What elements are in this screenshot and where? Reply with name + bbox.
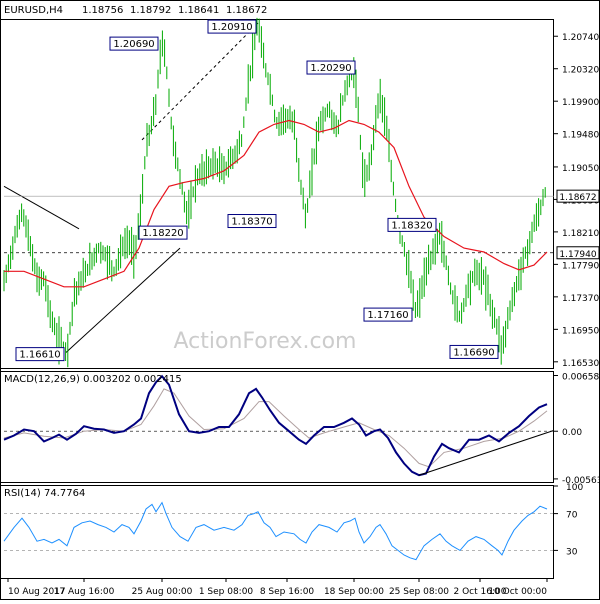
price-annotation: 1.17160 xyxy=(363,307,413,322)
annotation-text: 1.18220 xyxy=(142,228,183,239)
price-y-tick-label: 1.19480 xyxy=(562,131,599,141)
annotation-text: 1.18370 xyxy=(231,217,272,228)
x-tick-label: 8 Sep 16:00 xyxy=(260,587,315,597)
price-y-tick-label: 1.19900 xyxy=(562,98,599,108)
header-symbol: EURUSD,H4 xyxy=(4,5,63,16)
annotation-text: 1.20290 xyxy=(310,63,351,74)
macd-y-tick-label: 0.006586 xyxy=(562,373,600,383)
trendline-bottom-left xyxy=(65,247,181,353)
macd-trendline xyxy=(418,429,555,476)
annotation-text: 1.16690 xyxy=(453,347,494,358)
annotation-text: 1.18320 xyxy=(391,220,432,231)
price-panel-frame xyxy=(0,19,554,369)
price-y-tick-label: 1.16530 xyxy=(562,359,599,369)
price-annotation: 1.16690 xyxy=(449,344,499,359)
price-y-tick-label: 1.20740 xyxy=(562,33,599,43)
price-y-tick-label: 1.17370 xyxy=(562,294,599,304)
macd-y-tick-label: 0.00 xyxy=(562,428,582,438)
header-low: 1.18641 xyxy=(178,5,219,16)
price-annotation: 1.20290 xyxy=(306,60,356,75)
annotation-text: 1.16610 xyxy=(19,350,60,361)
price-annotation: 1.16610 xyxy=(15,347,65,362)
macd-panel-frame xyxy=(0,371,554,483)
trendline-top-left xyxy=(3,185,80,230)
macd-signal-line xyxy=(3,388,548,468)
x-tick-label: 25 Sep 08:00 xyxy=(389,587,449,597)
price-annotation: 1.18320 xyxy=(387,217,437,232)
x-tick-label: 1 Sep 08:00 xyxy=(199,587,254,597)
price-annotation: 1.18220 xyxy=(138,225,188,240)
x-tick-label: 18 Sep 00:00 xyxy=(324,587,384,597)
price-y-tick-label: 1.19050 xyxy=(562,164,599,174)
annotation-text: 1.20910 xyxy=(211,22,252,33)
price-y-tick-label: 1.16950 xyxy=(562,326,599,336)
macd-main-line xyxy=(3,374,548,477)
watermark: ActionForex.com xyxy=(174,329,357,354)
macd-y-tick-label: -0.005634 xyxy=(562,476,600,486)
rsi-title: RSI(14) 74.7764 xyxy=(4,488,85,499)
header-open: 1.18756 xyxy=(82,5,123,16)
x-tick-label: 25 Aug 00:00 xyxy=(132,587,193,597)
price-y-tick-label: 1.18210 xyxy=(562,229,599,239)
x-tick-label: 17 Aug 16:00 xyxy=(54,587,115,597)
price-annotation: 1.20910 xyxy=(207,19,257,34)
x-tick-label: 2 Oct 16:00 xyxy=(454,587,507,597)
trendline-channel-upper xyxy=(141,22,259,141)
macd-title: MACD(12,26,9) 0.003202 0.002415 xyxy=(4,374,182,385)
current-price-tag-text: 1.18672 xyxy=(559,193,596,203)
rsi-line xyxy=(3,501,548,561)
annotation-text: 1.20690 xyxy=(113,39,154,50)
price-y-tick-label: 1.20320 xyxy=(562,66,599,76)
price-y-tick-label: 1.17790 xyxy=(562,261,599,271)
level-price-tag xyxy=(556,246,600,260)
moving-average-line xyxy=(4,119,548,288)
rsi-panel-frame xyxy=(0,485,554,579)
price-annotation: 1.18370 xyxy=(227,214,277,229)
x-tick-label: 10 Oct 00:00 xyxy=(488,587,547,597)
annotation-text: 1.17160 xyxy=(367,310,408,321)
header-close: 1.18672 xyxy=(226,5,267,16)
price-annotation: 1.20690 xyxy=(109,36,159,51)
level-price-tag-text: 1.17940 xyxy=(559,250,596,260)
header-high: 1.18792 xyxy=(130,5,171,16)
rsi-y-tick-label: 70 xyxy=(566,511,578,521)
rsi-y-tick-label: 30 xyxy=(566,547,578,557)
rsi-y-tick-label: 100 xyxy=(566,483,583,493)
x-tick-label: 10 Aug 2017 xyxy=(8,587,66,597)
current-price-tag xyxy=(556,189,600,203)
